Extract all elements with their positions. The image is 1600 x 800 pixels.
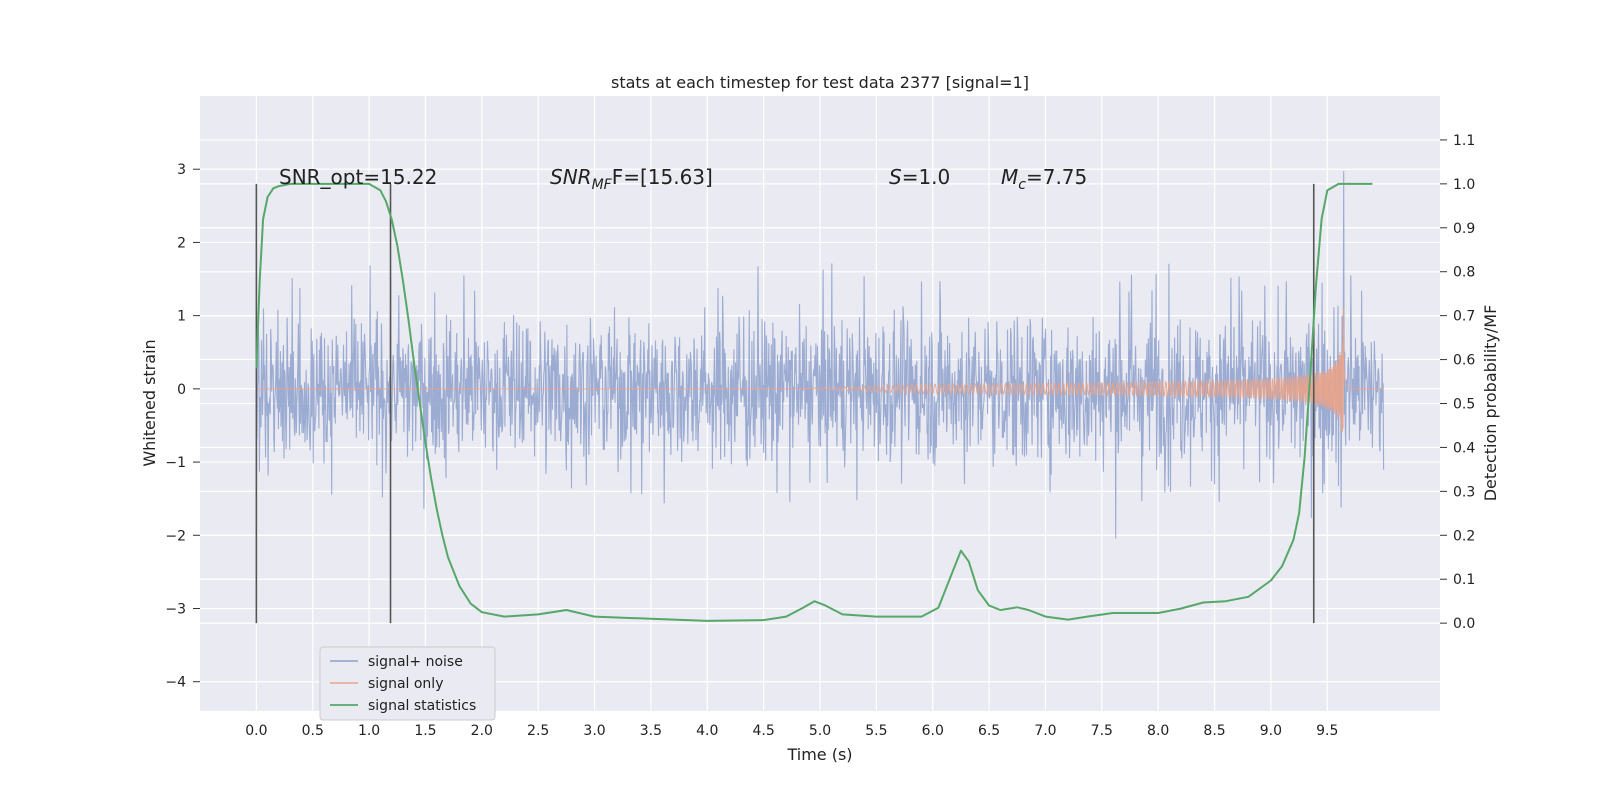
signal-only-line	[256, 308, 1384, 432]
y-right-tick-label: 0.2	[1453, 528, 1475, 544]
x-tick-label: 6.5	[978, 723, 1000, 739]
signal-statistics-line	[255, 182, 1373, 622]
left-y-tick-labels: 3 2 1 0 −1 −2 −3 −4	[165, 162, 200, 691]
signal-statistics-series	[255, 182, 1373, 622]
left-y-axis-label: Whitened strain	[140, 339, 159, 466]
right-y-axis-label: Detection probability/MF	[1481, 305, 1500, 502]
x-tick-label: 9.5	[1316, 723, 1338, 739]
s-value: =1.0	[902, 165, 951, 189]
right-y-tick-labels: 1.1 1.0 0.9 0.8 0.7 0.6 0.5 0.4 0.3 0.2 0.1 0.0	[1440, 133, 1475, 632]
y-left-tick-label: −4	[165, 675, 186, 691]
y-left-tick-label: 3	[177, 162, 186, 178]
signal-plus-noise-line	[255, 170, 1385, 539]
legend-box	[319, 646, 496, 721]
x-tick-label: 6.0	[922, 723, 944, 739]
y-right-tick-label: 1.1	[1453, 133, 1475, 149]
x-tick-label: 0.5	[302, 723, 324, 739]
x-tick-label: 3.5	[640, 723, 662, 739]
x-tick-label: 1.5	[414, 723, 436, 739]
snr-mf-symbol: SNR	[550, 165, 592, 189]
annotation-snr-opt: SNR_opt=15.22	[279, 165, 437, 189]
annotation-snr-mf: SNRMFF=[15.63]	[550, 165, 713, 193]
x-tick-label: 7.5	[1091, 723, 1113, 739]
legend-label-stats: signal statistics	[368, 698, 476, 714]
snr-mf-value: F=[15.63]	[612, 165, 713, 189]
y-right-tick-label: 0.1	[1453, 572, 1475, 588]
x-tick-label: 4.0	[696, 723, 718, 739]
x-tick-label: 1.0	[358, 723, 380, 739]
vertical-markers	[255, 183, 1315, 624]
y-left-tick-label: −1	[165, 455, 186, 471]
legend: signal+ noise signal only signal statist…	[319, 646, 496, 721]
x-tick-label: 2.0	[471, 723, 493, 739]
x-tick-label: 5.0	[809, 723, 831, 739]
y-left-tick-label: −2	[165, 528, 186, 544]
y-right-tick-label: 0.5	[1453, 397, 1475, 413]
mc-value: =7.75	[1026, 165, 1087, 189]
mc-subscript: c	[1018, 177, 1026, 193]
y-right-tick-label: 0.6	[1453, 353, 1475, 369]
y-left-tick-label: 1	[177, 309, 186, 325]
y-right-tick-label: 0.8	[1453, 265, 1475, 281]
legend-label-signal: signal only	[368, 676, 443, 692]
signal-only-series	[256, 308, 1384, 432]
x-tick-labels: 0.0 0.5 1.0 1.5 2.0 2.5 3.0 3.5 4.0 4.5 5.0 5.5 6.0 6…	[245, 723, 1338, 739]
y-right-tick-label: 0.3	[1453, 484, 1475, 500]
y-left-tick-label: 2	[177, 235, 186, 251]
x-tick-label: 0.0	[245, 723, 267, 739]
y-right-tick-label: 0.7	[1453, 309, 1475, 325]
signal-plus-noise-series	[255, 170, 1385, 539]
legend-label-noise: signal+ noise	[368, 654, 463, 670]
y-left-tick-label: 0	[177, 382, 186, 398]
x-tick-label: 2.5	[527, 723, 549, 739]
x-tick-label: 4.5	[753, 723, 775, 739]
y-right-tick-label: 0.4	[1453, 440, 1475, 456]
snr-mf-subscript: MF	[592, 177, 613, 193]
x-tick-label: 8.0	[1147, 723, 1169, 739]
y-right-tick-label: 1.0	[1453, 177, 1475, 193]
x-axis-label: Time (s)	[786, 745, 852, 764]
x-tick-label: 7.0	[1034, 723, 1056, 739]
x-tick-label: 9.0	[1260, 723, 1282, 739]
x-tick-label: 5.5	[865, 723, 887, 739]
x-tick-label: 8.5	[1203, 723, 1225, 739]
chart-title: stats at each timestep for test data 237…	[611, 73, 1029, 92]
s-symbol: S	[889, 165, 902, 189]
x-tick-label: 3.0	[583, 723, 605, 739]
annotation-s: S=1.0	[889, 165, 950, 189]
y-right-tick-label: 0.0	[1453, 616, 1475, 632]
y-right-tick-label: 0.9	[1453, 221, 1475, 237]
mc-symbol: M	[1001, 165, 1018, 189]
y-left-tick-label: −3	[165, 602, 186, 618]
annotation-mc: Mc=7.75	[1001, 165, 1087, 193]
